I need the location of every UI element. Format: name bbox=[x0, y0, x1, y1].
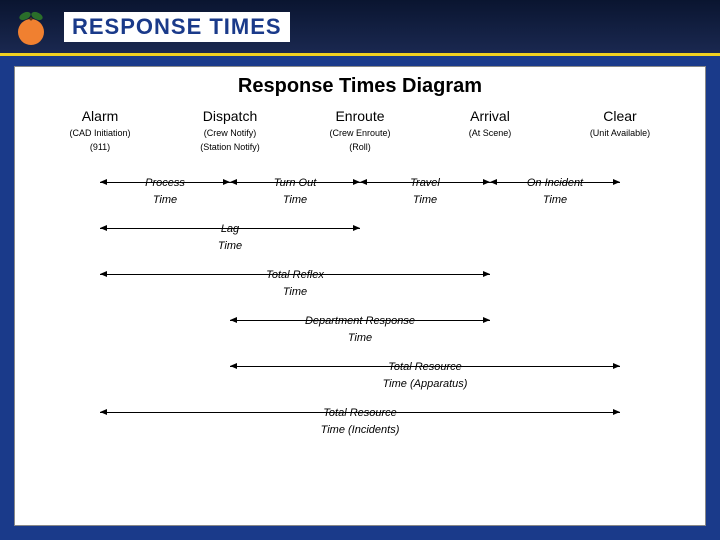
span-bar: Total ResourceTime (Apparatus) bbox=[230, 366, 620, 367]
span-row: Department Response Time bbox=[35, 312, 685, 352]
spans-area: ProcessTimeTurn OutTimeTravelTimeOn Inci… bbox=[35, 174, 685, 484]
span-label-bottom: Time bbox=[100, 240, 360, 252]
span-label-bottom: Time bbox=[230, 332, 490, 344]
span-bar: TravelTime bbox=[360, 182, 490, 183]
span-bar: ProcessTime bbox=[100, 182, 230, 183]
diagram-panel: Response Times Diagram Alarm (CAD Initiat… bbox=[14, 66, 706, 526]
span-bar: LagTime bbox=[100, 228, 360, 229]
milestone-label: Enroute bbox=[295, 108, 425, 124]
span-label-top: Total Resource bbox=[230, 361, 620, 373]
span-label-top: Total Resource bbox=[100, 407, 620, 419]
span-label-bottom: Time (Apparatus) bbox=[230, 378, 620, 390]
span-row: Total Reflex Time bbox=[35, 266, 685, 306]
span-bar: Turn OutTime bbox=[230, 182, 360, 183]
diagram-title: Response Times Diagram bbox=[35, 75, 685, 98]
milestone-sub: (Crew Enroute) bbox=[295, 128, 425, 138]
milestone-sub: (Crew Notify) bbox=[165, 128, 295, 138]
milestone-sub: (At Scene) bbox=[425, 128, 555, 138]
span-row: Total Resource Time (Apparatus) bbox=[35, 358, 685, 398]
milestone-sub: (911) bbox=[35, 142, 165, 152]
span-label-top: Process bbox=[100, 177, 230, 189]
slide-header: RESPONSE TIMES bbox=[0, 0, 720, 56]
milestone-row: Alarm(CAD Initiation)(911)Dispatch(Crew … bbox=[35, 108, 685, 174]
span-row: ProcessTimeTurn OutTimeTravelTimeOn Inci… bbox=[35, 174, 685, 214]
milestone-label: Arrival bbox=[425, 108, 555, 124]
milestone-label: Alarm bbox=[35, 108, 165, 124]
milestone-label: Dispatch bbox=[165, 108, 295, 124]
milestone: Arrival (At Scene) bbox=[425, 108, 555, 174]
orange-logo-icon bbox=[10, 6, 52, 48]
milestone-sub: (Roll) bbox=[295, 142, 425, 152]
span-bar: Total ReflexTime bbox=[100, 274, 490, 275]
span-label-bottom: Time bbox=[100, 286, 490, 298]
milestone-label: Clear bbox=[555, 108, 685, 124]
span-label-top: Lag bbox=[100, 223, 360, 235]
milestone: Alarm (CAD Initiation) (911) bbox=[35, 108, 165, 174]
milestone-sub: (CAD Initiation) bbox=[35, 128, 165, 138]
milestone-sub: (Unit Available) bbox=[555, 128, 685, 138]
slide-title: RESPONSE TIMES bbox=[64, 12, 290, 42]
span-label-top: Turn Out bbox=[230, 177, 360, 189]
span-label-top: Travel bbox=[360, 177, 490, 189]
span-label-top: On Incident bbox=[490, 177, 620, 189]
span-bar: Total ResourceTime (Incidents) bbox=[100, 412, 620, 413]
panel-wrap: Response Times Diagram Alarm (CAD Initiat… bbox=[0, 56, 720, 540]
milestone: Clear (Unit Available) bbox=[555, 108, 685, 174]
span-bar: On IncidentTime bbox=[490, 182, 620, 183]
span-label-bottom: Time bbox=[230, 194, 360, 206]
span-row: Lag Time bbox=[35, 220, 685, 260]
milestone: Enroute (Crew Enroute) (Roll) bbox=[295, 108, 425, 174]
span-label-bottom: Time bbox=[490, 194, 620, 206]
span-label-bottom: Time (Incidents) bbox=[100, 424, 620, 436]
span-label-top: Total Reflex bbox=[100, 269, 490, 281]
span-label-bottom: Time bbox=[360, 194, 490, 206]
milestone: Dispatch (Crew Notify) (Station Notify) bbox=[165, 108, 295, 174]
span-row: Total Resource Time (Incidents) bbox=[35, 404, 685, 444]
span-bar: Department ResponseTime bbox=[230, 320, 490, 321]
milestone-sub: (Station Notify) bbox=[165, 142, 295, 152]
span-label-top: Department Response bbox=[230, 315, 490, 327]
span-label-bottom: Time bbox=[100, 194, 230, 206]
